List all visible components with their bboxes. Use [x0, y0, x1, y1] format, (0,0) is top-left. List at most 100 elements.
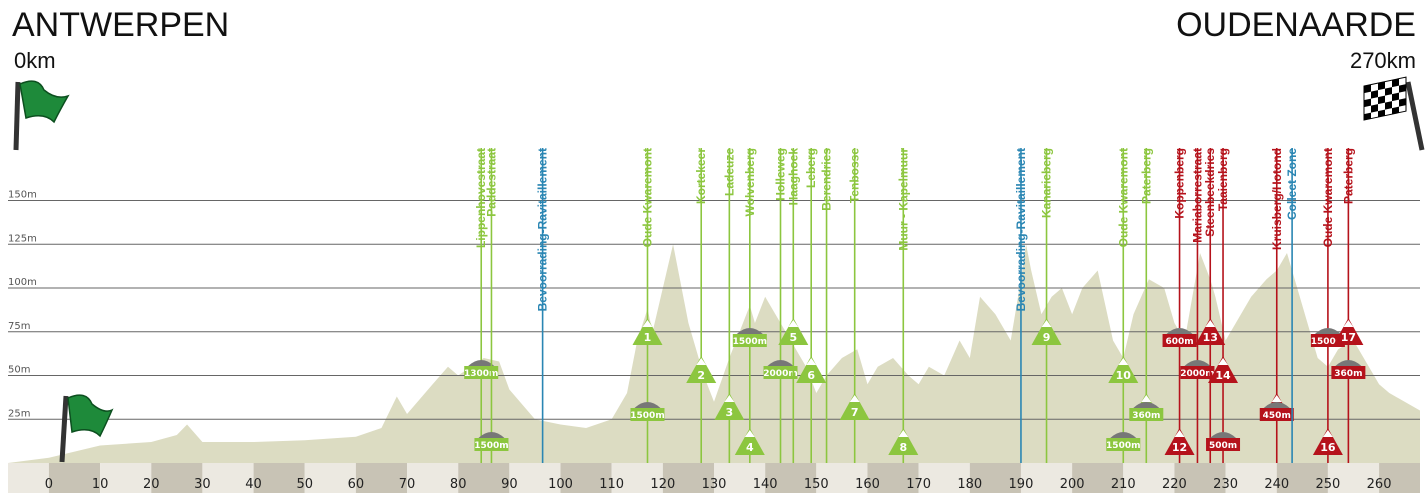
km-tick-label: 120: [650, 477, 675, 492]
climb-number: 14: [1215, 369, 1231, 382]
climb-number: 4: [746, 441, 754, 454]
km-stripe: [1276, 463, 1328, 493]
km-stripe: [304, 463, 356, 493]
finish-flag-icon: [1363, 76, 1425, 151]
cobble-length: 360m: [1334, 369, 1362, 379]
climb-icon: [888, 428, 919, 455]
climb-icon: [632, 318, 663, 345]
cobble-badge: [1129, 408, 1164, 421]
climb-number: 8: [899, 441, 907, 454]
climb-snow-icon: [1271, 395, 1282, 402]
km-stripe: [662, 463, 714, 493]
elevation-label: 150m: [8, 190, 37, 201]
climb-number: 16: [1320, 441, 1336, 454]
cobble-length: 1300m: [464, 369, 498, 379]
marker-cobble: Paddestraat 1500m: [474, 148, 509, 463]
km-stripe: [48, 463, 101, 493]
km-tick-label: 170: [906, 477, 931, 492]
km-stripe: [253, 463, 305, 493]
marker-label: Mariaborrestraat: [1190, 148, 1204, 243]
climb-number: 9: [1043, 331, 1051, 344]
marker-climb: Paterberg11360m: [1129, 148, 1164, 463]
marker-climb: Kruisberg/Hotond15450m: [1259, 148, 1294, 463]
km-stripe: [458, 463, 510, 493]
km-tick-label: 200: [1060, 477, 1085, 492]
climb-icon: [1208, 356, 1239, 383]
marker-feed: Collect Zone: [1285, 148, 1299, 463]
km-tick-label: 90: [501, 477, 518, 492]
climb-number: 17: [1341, 331, 1356, 344]
cobble-badge: [1180, 366, 1215, 379]
cobble-icon: [1166, 328, 1193, 334]
climb-snow-icon: [1218, 358, 1229, 365]
cobble-icon: [1133, 402, 1160, 408]
marker-climb: Steenbeekdries 13: [1195, 148, 1226, 463]
climb-snow-icon: [724, 395, 735, 402]
cobble-length: 1500m: [1311, 337, 1345, 347]
cobble-badge: [1331, 366, 1366, 379]
km-stripe: [1072, 463, 1124, 493]
marker-label: Paterberg: [1139, 148, 1153, 204]
cobble-icon: [1210, 432, 1237, 438]
km-tick-label: 210: [1111, 477, 1136, 492]
km-tick-label: 240: [1264, 477, 1289, 492]
cobble-badge: [1259, 408, 1294, 421]
marker-tick: Mariaborrestraat 2000m: [1180, 148, 1215, 463]
climb-snow-icon: [1118, 358, 1129, 365]
start-city: ANTWERPEN: [12, 6, 229, 44]
climb-number: 10: [1116, 369, 1132, 382]
km-stripe: [151, 463, 203, 493]
km-tick-label: 190: [1009, 477, 1034, 492]
climb-icon: [734, 428, 765, 455]
cobble-badge: [763, 366, 798, 379]
marker-label: Koppenberg: [1173, 148, 1187, 219]
marker-label: Berendries: [820, 148, 834, 211]
marker-climb: Kortekeer 2: [686, 148, 717, 463]
cobble-length: 500m: [1209, 441, 1237, 451]
marker-climb: Oude Kwaremont 1 1500m: [630, 148, 665, 463]
cobble-length: 1500m: [474, 441, 508, 451]
cobble-length: 2000m: [763, 369, 797, 379]
climb-icon: [1312, 428, 1343, 455]
climb-number: 2: [697, 369, 705, 382]
marker-climb: Tenbosse 7: [839, 148, 870, 463]
climb-snow-icon: [744, 430, 755, 437]
marker-label: Leberg: [804, 148, 818, 188]
cobble-icon: [1314, 328, 1341, 334]
cobble-icon: [1110, 432, 1137, 438]
marker-label: Kruisberg/Hotond: [1270, 148, 1284, 250]
cobble-length: 450m: [1263, 411, 1291, 421]
finish-city: OUDENAARDE: [1176, 6, 1416, 44]
climb-number: 7: [851, 406, 859, 419]
markers: Lippenhovestraat1300mPaddestraat1500mBev…: [464, 148, 1366, 463]
elevation-label: 75m: [8, 321, 30, 332]
km-tick-label: 230: [1213, 477, 1238, 492]
km-tick-label: 220: [1162, 477, 1187, 492]
cobble-icon: [1335, 360, 1362, 366]
cobble-icon: [468, 360, 495, 366]
marker-climb: Kanarieberg 9: [1031, 148, 1062, 463]
km-stripe: [1020, 463, 1073, 493]
climb-snow-icon: [1205, 320, 1216, 327]
climb-number: 3: [726, 406, 734, 419]
climb-number: 12: [1172, 441, 1187, 454]
cobble-badge: [474, 438, 509, 451]
km-stripe: [355, 463, 408, 493]
marker-label: Tenbosse: [848, 148, 862, 203]
marker-label: Ladeuze: [722, 148, 736, 196]
climb-snow-icon: [1322, 430, 1333, 437]
km-tick-label: 150: [804, 477, 829, 492]
km-axis: 0 10 20 30 40 50 60 70 80 90 100 110 120 130 140 150 160…: [45, 477, 1392, 492]
elevation-label: 50m: [8, 365, 30, 376]
marker-label: Wolvenberg: [743, 148, 757, 216]
elevation-label: 100m: [8, 277, 37, 288]
climb-icon: [1108, 356, 1139, 383]
km-stripe: [1123, 463, 1175, 493]
start-flag-icon: [59, 394, 114, 463]
km-stripes: [8, 463, 1420, 493]
marker-label: Holleweg: [774, 148, 788, 201]
cobble-length: 1500m: [733, 337, 767, 347]
km-stripe: [611, 463, 663, 493]
marker-label: Paterberg: [1341, 148, 1355, 204]
